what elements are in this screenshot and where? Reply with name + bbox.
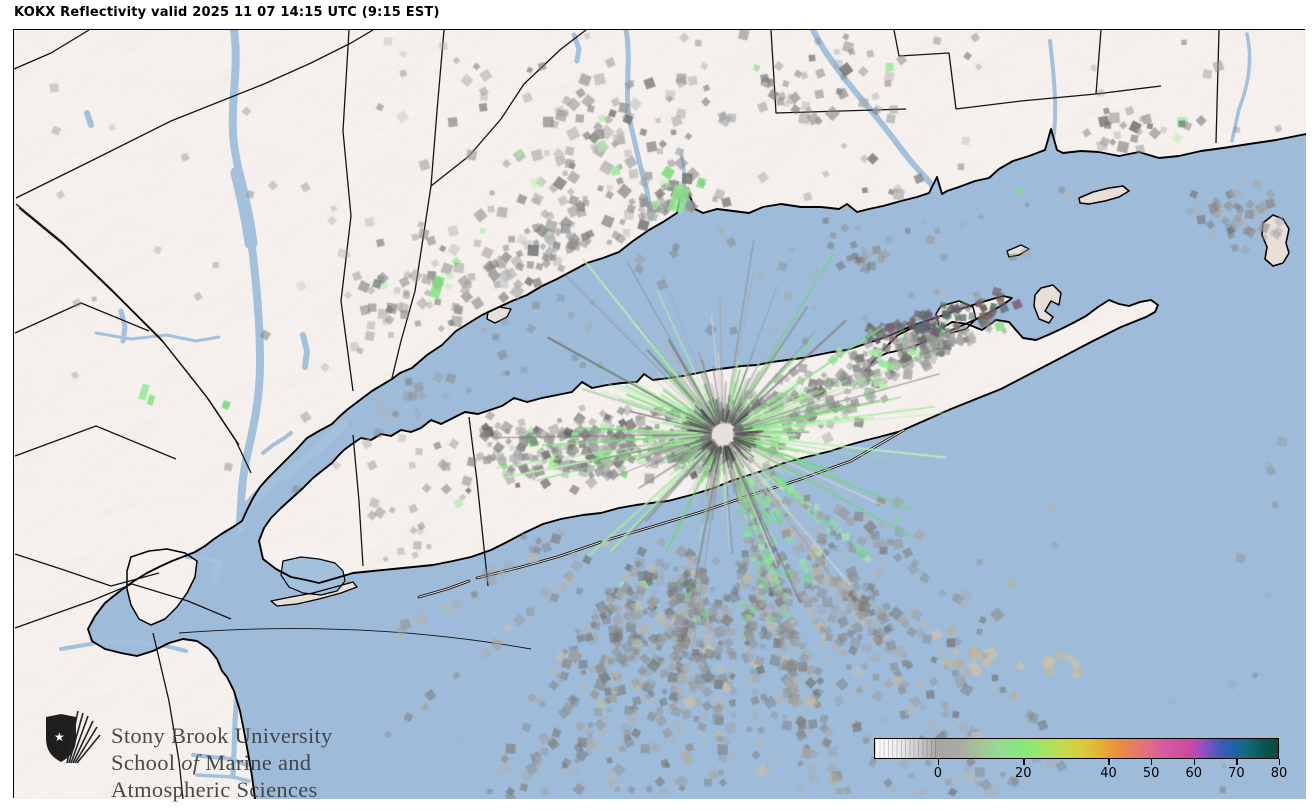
colorbar-tick-mark <box>1023 759 1025 765</box>
logo-line-1: Stony Brook University <box>111 723 333 748</box>
logo-line-3: Atmospheric Sciences <box>111 777 318 802</box>
colorbar-tick-label: 60 <box>1185 766 1203 781</box>
colorbar-tick-label: 0 <box>933 766 943 781</box>
colorbar-gradient <box>874 738 1279 759</box>
radar-clutter-canvas <box>14 30 1306 799</box>
radar-map: 0 20 40 50 60 70 80 ★ Stony Brook University S… <box>13 29 1306 802</box>
colorbar-tick-label: 50 <box>1142 766 1160 781</box>
colorbar-tick-mark <box>1193 759 1196 765</box>
page-title: KOKX Reflectivity valid 2025 11 07 14:15… <box>14 5 440 20</box>
colorbar-tick-mark <box>1151 759 1153 765</box>
shield-star-icon: ★ <box>54 730 65 744</box>
colorbar-tick-mark <box>1108 759 1110 765</box>
colorbar-tick-mark <box>1279 759 1281 765</box>
reflectivity-colorbar: 0 20 40 50 60 70 80 <box>874 738 1287 790</box>
colorbar-tick-label: 40 <box>1100 766 1117 781</box>
sbu-logo: ★ Stony Brook University School of Marin… <box>45 711 333 803</box>
colorbar-tick-label: 20 <box>1014 766 1032 781</box>
colorbar-tick-mark <box>1236 759 1238 765</box>
logo-line-2: School of Marine and <box>111 750 312 775</box>
sbu-shield-icon: ★ <box>46 711 101 764</box>
colorbar-stripe-overlay <box>875 739 939 758</box>
colorbar-tick-label: 70 <box>1228 766 1245 781</box>
colorbar-tick-label: 80 <box>1270 766 1288 781</box>
colorbar-tick-mark <box>937 759 940 765</box>
sbu-logo-text: Stony Brook University School of Marine … <box>111 722 333 803</box>
